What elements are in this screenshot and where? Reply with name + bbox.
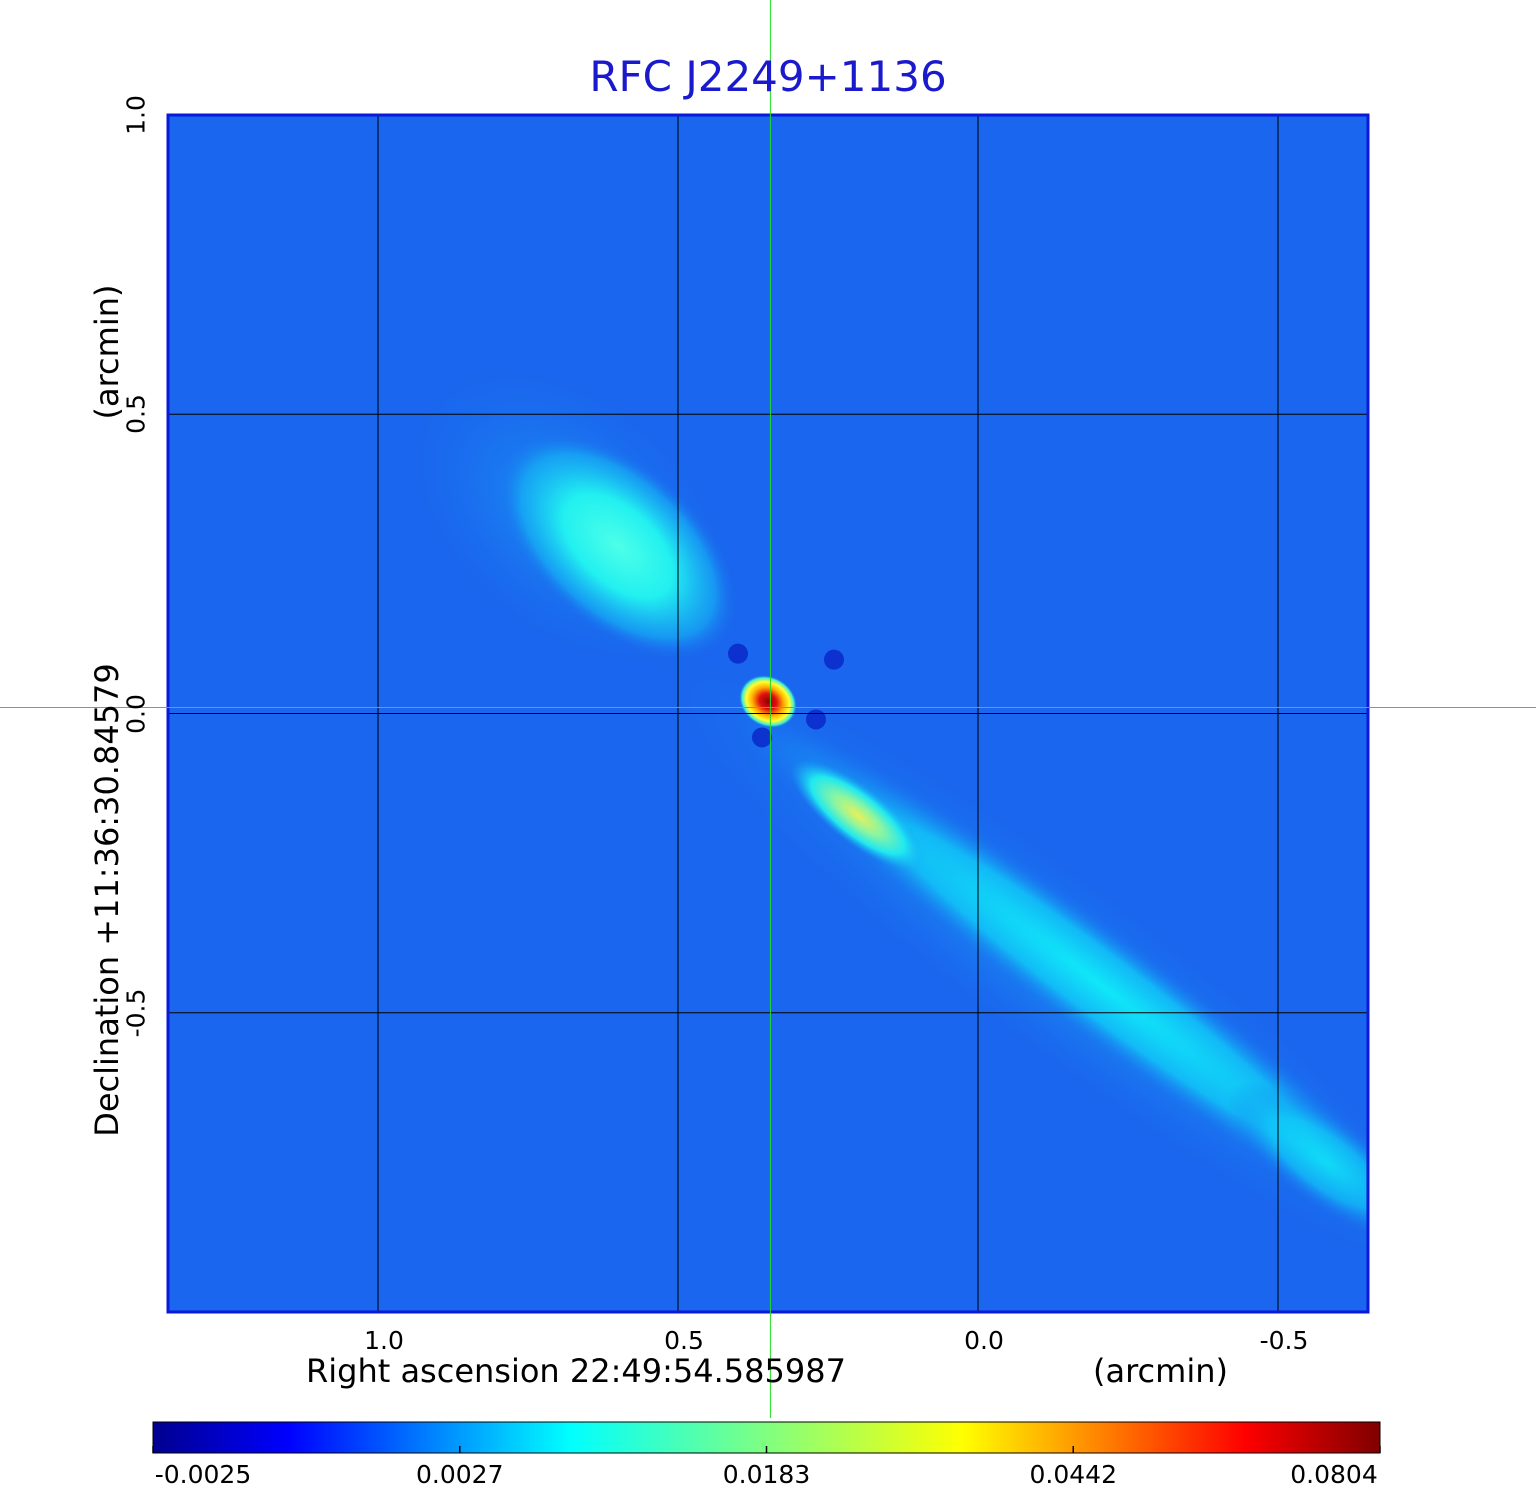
y-axis-unit: (arcmin)	[88, 284, 126, 420]
colorbar-tick-label: 0.0804	[1290, 1460, 1378, 1489]
x-tick-label: 0.5	[664, 1326, 704, 1355]
image-frame	[166, 113, 1370, 1314]
colorbar-tick-label: 0.0027	[416, 1460, 504, 1489]
colorbar-ticks	[152, 1446, 1381, 1453]
y-axis-label: Declination +11:36:30.84579	[88, 663, 126, 1137]
negative-artefact	[806, 709, 826, 730]
x-axis-unit: (arcmin)	[1093, 1352, 1228, 1390]
x-tick-label: -0.5	[1259, 1326, 1309, 1355]
colorbar-tick-label: 0.0442	[1029, 1460, 1117, 1489]
chart-title: RFC J2249+1136	[589, 52, 947, 101]
x-axis-label: Right ascension 22:49:54.585987	[306, 1352, 846, 1390]
colorbar-tick-label: -0.0025	[154, 1460, 252, 1489]
negative-artefact	[728, 643, 748, 664]
grid-lines	[168, 115, 1368, 1312]
negative-artefact	[824, 649, 844, 670]
x-tick-label: 0.0	[964, 1326, 1004, 1355]
emission-layer	[395, 353, 1368, 1312]
southwest-jet-tail	[1226, 1081, 1368, 1244]
x-tick-label: 1.0	[364, 1326, 404, 1355]
colorbar-tick-label: 0.0183	[722, 1460, 811, 1489]
crosshair	[0, 0, 1536, 1418]
southwest-jet-knot	[791, 760, 925, 871]
core	[739, 675, 797, 728]
negative-artefact	[752, 727, 772, 748]
y-tick-label: 1.0	[121, 95, 151, 135]
